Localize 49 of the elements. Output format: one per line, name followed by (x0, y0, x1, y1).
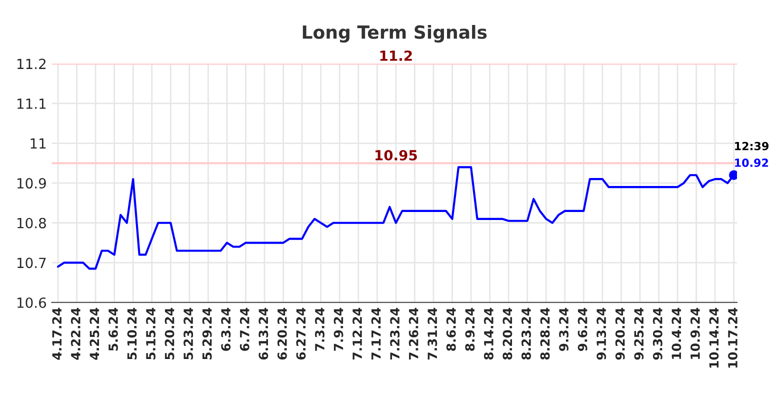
x-tick-label: 9.3.24 (559, 308, 568, 351)
x-tick-label: 6.27.24 (296, 308, 306, 360)
y-tick-label: 10.7 (17, 258, 46, 268)
x-tick-label: 5.20.24 (164, 308, 174, 360)
x-tick-label: 8.28.24 (540, 308, 550, 360)
x-tick-label: 9.25.24 (634, 308, 644, 360)
x-tick-label: 8.6.24 (446, 308, 456, 351)
x-tick-label: 10.17.24 (728, 308, 738, 368)
ref-line-label: 10.95 (376, 150, 417, 160)
x-tick-label: 5.6.24 (108, 308, 118, 351)
x-tick-label: 5.10.24 (127, 308, 137, 360)
x-tick-label: 6.13.24 (258, 308, 268, 360)
chart-title: Long Term Signals (302, 24, 487, 43)
x-tick-label: 7.12.24 (352, 308, 362, 360)
x-tick-label: 10.4.24 (672, 308, 682, 359)
x-tick-label: 7.3.24 (314, 308, 324, 351)
x-tick-label: 7.9.24 (334, 308, 344, 351)
x-tick-label: 8.23.24 (522, 308, 531, 360)
x-tick-label: 10.9.24 (690, 308, 700, 359)
x-tick-label: 5.29.24 (202, 308, 212, 360)
x-tick-label: 8.9.24 (465, 308, 475, 351)
x-tick-label: 6.7.24 (240, 308, 250, 351)
x-tick-label: 7.23.24 (390, 308, 400, 360)
x-tick-label: 9.30.24 (652, 308, 662, 360)
ref-line-label: 11.2 (380, 50, 412, 61)
y-tick-label: 10.9 (17, 178, 46, 189)
x-tick-label: 4.25.24 (90, 308, 100, 360)
x-tick-label: 4.17.24 (52, 308, 62, 360)
x-tick-label: 8.20.24 (502, 308, 512, 360)
x-tick-label: 8.14.24 (484, 308, 494, 360)
y-tick-label: 10.8 (17, 218, 46, 228)
x-tick-label: 7.17.24 (371, 308, 381, 360)
x-tick-label: 9.13.24 (596, 308, 606, 360)
x-tick-label: 10.14.24 (709, 308, 719, 368)
x-tick-label: 6.3.24 (221, 308, 231, 351)
x-tick-label: 7.31.24 (428, 308, 438, 360)
x-tick-label: 5.15.24 (146, 308, 156, 360)
y-tick-label: 11.2 (17, 58, 46, 69)
annotation: 10.92 (735, 158, 768, 167)
x-tick-label: 5.23.24 (184, 308, 194, 360)
y-tick-label: 11 (30, 138, 46, 149)
x-tick-label: 9.6.24 (578, 308, 588, 351)
x-tick-label: 6.20.24 (277, 308, 287, 360)
annotation: 12:39 (735, 142, 768, 150)
y-tick-label: 11.1 (17, 98, 46, 109)
x-tick-label: 4.22.24 (70, 308, 80, 360)
x-tick-label: 9.20.24 (615, 308, 625, 360)
x-tick-label: 7.26.24 (408, 308, 418, 360)
y-tick-label: 10.6 (17, 297, 46, 308)
